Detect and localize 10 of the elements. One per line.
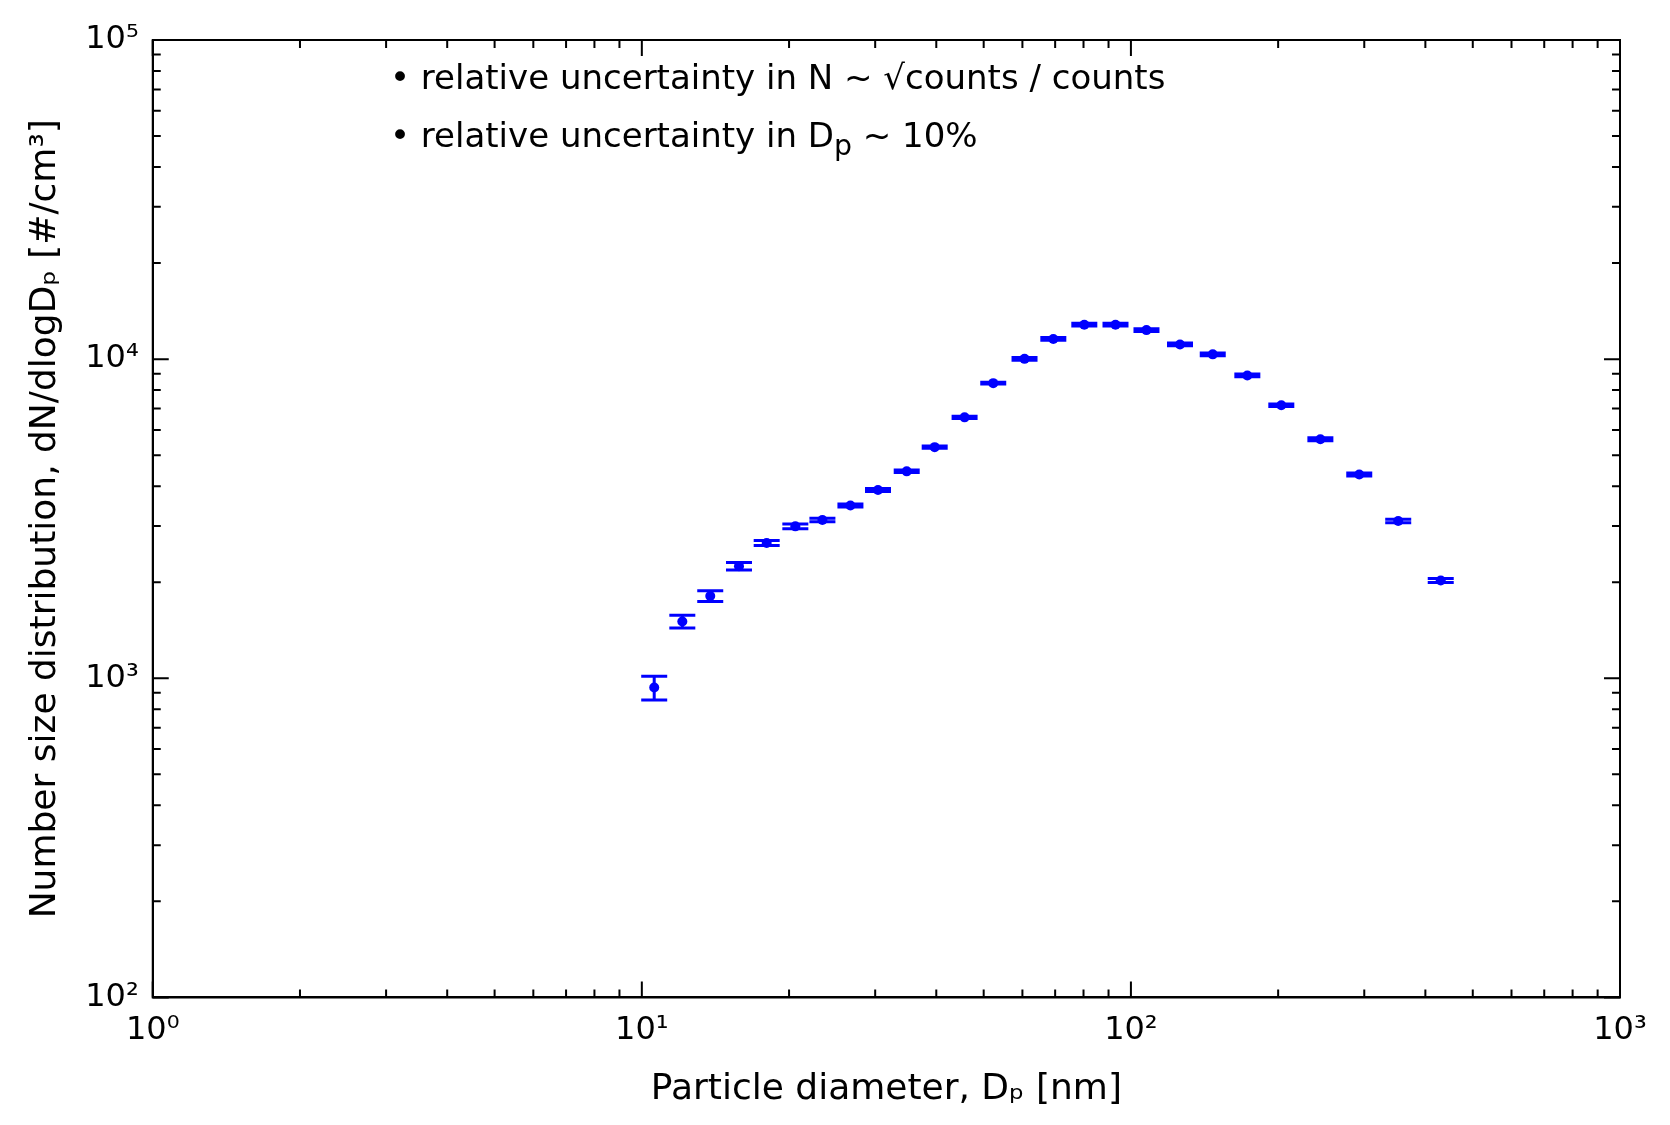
y-axis-title: Number size distribution, dN/dlogDₚ [#/cm³] [21,119,63,919]
x-tick-label: 10¹ [615,1008,669,1047]
annotation: • relative uncertainty in D$_{p}$ ~ 10% [390,114,979,164]
x-tick-label: 10³ [1593,1008,1647,1047]
y-tick-label: 10³ [85,656,139,695]
x-tick-label: 10² [1104,1008,1158,1047]
x-axis-title: Particle diameter, Dₚ [nm] [650,1065,1122,1107]
y-tick-label: 10⁵ [85,18,139,57]
y-tick-label: 10⁴ [85,337,139,376]
annotation: • relative uncertainty in N ~ √counts / counts [390,56,1166,99]
